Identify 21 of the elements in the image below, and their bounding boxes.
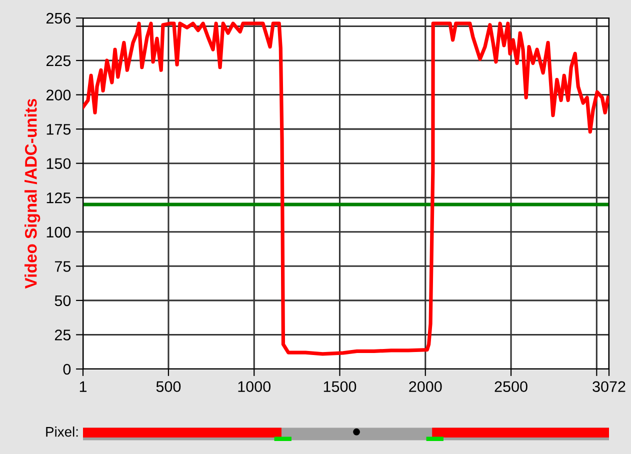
x-tick-label: 2000 xyxy=(409,381,442,392)
x-tick-label: 2500 xyxy=(494,381,528,392)
y-tick-label: 50 xyxy=(54,295,71,306)
y-tick-label: 100 xyxy=(46,226,71,238)
y-tick-label: 0 xyxy=(63,364,71,375)
y-tick-label: 175 xyxy=(46,124,71,135)
x-tick-label: 1500 xyxy=(324,381,356,392)
y-axis-title: Video Signal /ADC-units xyxy=(24,98,40,289)
x-tick-label: 3072 xyxy=(592,381,626,392)
y-tick-label: 125 xyxy=(46,192,71,204)
y-tick-label: 150 xyxy=(46,158,71,170)
line-series xyxy=(83,22,609,356)
y-tick-label: 200 xyxy=(46,90,71,100)
text: Pixel: xyxy=(46,426,78,437)
y-tick-label: 75 xyxy=(54,261,71,272)
y-tick-label: 25 xyxy=(54,330,71,340)
x-tick-label: 500 xyxy=(156,381,181,392)
x-tick-label: 1 xyxy=(80,381,87,392)
y-tick-label: 225 xyxy=(46,55,71,66)
y-tick-label: 256 xyxy=(46,12,71,24)
x-tick-label: 1000 xyxy=(238,381,271,392)
